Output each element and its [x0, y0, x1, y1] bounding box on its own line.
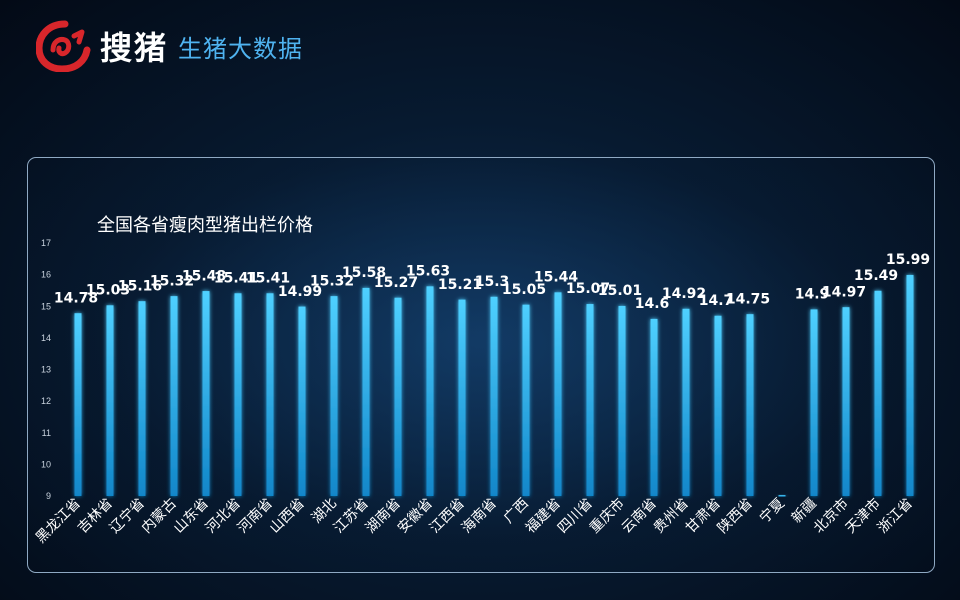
bar	[426, 286, 434, 496]
x-tick-label: 陕西省	[715, 496, 756, 537]
bar	[394, 297, 402, 496]
data-label: 15.48	[182, 268, 226, 284]
bar	[138, 301, 146, 496]
bar	[714, 315, 722, 496]
x-tick-label: 云南省	[619, 496, 660, 537]
data-label: 15.05	[502, 282, 546, 298]
x-tick-label: 辽宁省	[106, 495, 148, 537]
x-tick-label: 湖南省	[363, 496, 404, 537]
data-label: 15.32	[310, 273, 354, 289]
y-tick-label: 11	[42, 428, 51, 438]
data-label: 15.58	[342, 265, 386, 281]
data-label: 14.97	[822, 284, 866, 300]
data-label: 15.01	[598, 283, 642, 299]
bar	[458, 299, 466, 496]
x-tick-label: 宁夏	[756, 495, 788, 527]
bar	[522, 304, 530, 496]
bar	[874, 290, 882, 496]
data-label: 15.99	[886, 252, 930, 268]
data-label: 14.6	[635, 296, 670, 312]
bar	[906, 274, 914, 496]
y-tick-label: 10	[41, 459, 51, 469]
data-label: 14.99	[278, 284, 322, 300]
x-tick-label: 四川省	[555, 496, 596, 537]
bar	[682, 308, 690, 496]
data-label: 14.7	[699, 293, 734, 309]
y-tick-label: 17	[41, 238, 51, 248]
data-label: 14.92	[662, 286, 706, 302]
x-tick-label: 山西省	[267, 496, 308, 537]
data-label: 15.3	[475, 274, 510, 290]
bar	[650, 318, 658, 496]
x-tick-label: 山东省	[171, 496, 212, 537]
data-label: 15.44	[534, 270, 579, 286]
brand-logo: 搜猪 生猪大数据	[36, 20, 303, 72]
bar	[170, 296, 178, 496]
x-tick-label: 福建省	[523, 496, 564, 537]
y-tick-label: 15	[41, 301, 51, 311]
chart-title: 全国各省瘦肉型猪出栏价格	[97, 215, 313, 236]
data-label: 15.41	[246, 270, 290, 286]
x-tick-label: 内蒙古	[139, 496, 180, 537]
x-tick-label: 江西省	[427, 496, 468, 537]
bar	[74, 313, 82, 496]
bar	[746, 314, 754, 496]
bar	[330, 296, 338, 496]
x-tick-label: 北京市	[810, 495, 852, 537]
y-tick-label: 16	[41, 270, 51, 280]
bar	[266, 293, 274, 496]
brand-subtitle: 生猪大数据	[178, 34, 304, 63]
bar	[778, 495, 786, 497]
y-axis-ticks: 9 10 11 12 13 14 15 16 17	[41, 238, 51, 501]
bar	[362, 287, 370, 496]
data-label: 15.21	[438, 277, 482, 293]
data-label: 15.27	[374, 275, 418, 291]
x-tick-label: 安徽省	[395, 496, 436, 537]
data-label: 14.9	[795, 287, 830, 303]
x-tick-label: 河南省	[235, 496, 276, 537]
x-tick-label: 海南省	[459, 496, 500, 537]
y-tick-label: 9	[46, 491, 51, 501]
chart-panel	[27, 157, 935, 573]
bar	[810, 309, 818, 496]
data-label: 15.63	[406, 264, 450, 280]
x-tick-label: 河北省	[203, 496, 244, 537]
data-label: 15.41	[214, 270, 258, 286]
bar	[618, 305, 626, 496]
y-tick-label: 12	[41, 396, 51, 406]
x-tick-label: 重庆市	[586, 495, 628, 537]
bar	[490, 296, 498, 496]
x-tick-label: 浙江省	[875, 496, 916, 537]
bar	[586, 304, 594, 496]
data-label: 14.78	[54, 290, 98, 306]
data-label: 15.03	[86, 282, 130, 298]
bar	[554, 292, 562, 496]
data-label: 15.16	[118, 278, 162, 294]
x-tick-label: 贵州省	[651, 496, 692, 537]
y-tick-label: 13	[41, 365, 51, 375]
x-tick-label: 江苏省	[331, 496, 372, 537]
bar	[202, 291, 210, 496]
bar	[298, 306, 306, 496]
data-label: 15.32	[150, 273, 194, 289]
brand-logo-icon	[36, 20, 91, 72]
bar	[842, 307, 850, 496]
bar	[106, 305, 114, 496]
y-tick-label: 14	[41, 333, 51, 343]
brand-name: 搜猪	[100, 29, 169, 67]
x-tick-label: 天津市	[842, 495, 884, 537]
bar	[234, 293, 242, 496]
x-tick-label: 甘肃省	[683, 496, 724, 537]
data-label: 15.07	[566, 281, 610, 297]
data-label: 14.75	[726, 291, 770, 307]
data-labels-group: 14.7815.0315.1615.3215.4815.4115.4114.99…	[54, 252, 930, 312]
bars-group	[74, 274, 914, 497]
x-tick-label: 吉林省	[75, 496, 116, 537]
data-label: 15.49	[854, 268, 898, 284]
x-tick-label: 黑龙江省	[33, 496, 84, 547]
